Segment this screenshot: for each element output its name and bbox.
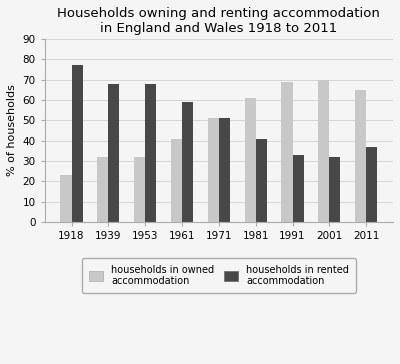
Legend: households in owned
accommodation, households in rented
accommodation: households in owned accommodation, house… — [82, 258, 356, 293]
Bar — [208, 118, 219, 222]
Bar — [256, 139, 267, 222]
Bar — [292, 155, 304, 222]
Bar — [219, 118, 230, 222]
Bar — [245, 98, 256, 222]
Bar — [182, 102, 193, 222]
Bar — [108, 84, 120, 222]
Y-axis label: % of households: % of households — [7, 84, 17, 177]
Bar — [97, 157, 108, 222]
Bar — [318, 80, 329, 222]
Bar — [60, 175, 72, 222]
Bar — [282, 82, 292, 222]
Bar — [145, 84, 156, 222]
Bar — [72, 66, 82, 222]
Bar — [329, 157, 340, 222]
Bar — [134, 157, 145, 222]
Bar — [171, 139, 182, 222]
Title: Households owning and renting accommodation
in England and Wales 1918 to 2011: Households owning and renting accommodat… — [58, 7, 380, 35]
Bar — [366, 147, 377, 222]
Bar — [355, 90, 366, 222]
